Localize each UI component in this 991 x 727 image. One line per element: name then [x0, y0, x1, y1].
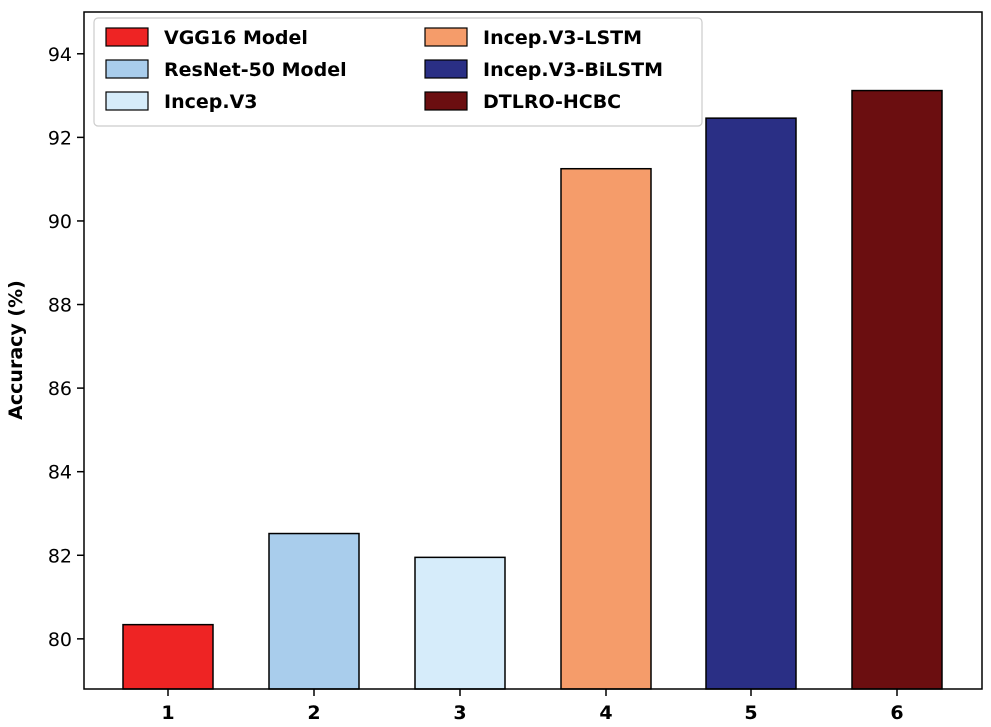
x-tick-label: 5: [744, 702, 757, 724]
plot-frame: [83, 11, 983, 690]
legend-swatch: [105, 59, 149, 79]
y-tick-label: 82: [48, 545, 72, 567]
y-tick-label: 90: [48, 211, 72, 233]
x-tick-label: 6: [890, 702, 903, 724]
legend-swatch: [105, 91, 149, 111]
bar-6: [851, 89, 943, 690]
y-tick-label: 94: [48, 44, 72, 66]
legend-swatch: [105, 27, 149, 47]
bar-1: [122, 623, 214, 690]
y-tick-label: 92: [48, 127, 72, 149]
legend-swatch: [424, 27, 468, 47]
legend-swatch: [424, 91, 468, 111]
legend: VGG16 Model ResNet-50 Model Incep.V3 Incep.…: [93, 17, 703, 127]
y-tick-label: 80: [48, 629, 72, 651]
legend-label: ResNet-50 Model: [164, 59, 347, 81]
y-tick-label: 84: [48, 462, 72, 484]
x-tick-label: 1: [161, 702, 174, 724]
x-tick-label: 4: [599, 702, 612, 724]
x-tick-label: 2: [307, 702, 320, 724]
legend-box: [93, 17, 703, 127]
x-axis: 1 2 3 4 5 6: [161, 689, 904, 724]
x-tick-label: 3: [453, 702, 466, 724]
legend-swatch: [424, 59, 468, 79]
legend-label: VGG16 Model: [164, 27, 308, 49]
bar-5: [705, 117, 797, 690]
y-tick-label: 86: [48, 378, 72, 400]
bar-2: [268, 532, 360, 690]
legend-label: Incep.V3-LSTM: [483, 27, 642, 49]
y-axis-title: Accuracy (%): [5, 280, 27, 420]
bar-4: [560, 167, 652, 690]
y-tick-label: 88: [48, 295, 72, 317]
legend-label: Incep.V3: [164, 91, 258, 113]
bar-3: [414, 556, 506, 690]
legend-label: DTLRO-HCBC: [483, 91, 621, 113]
y-axis: 80 82 84 86 88 90 92 94: [48, 44, 84, 651]
bars-group: [122, 89, 943, 690]
legend-label: Incep.V3-BiLSTM: [483, 59, 663, 81]
